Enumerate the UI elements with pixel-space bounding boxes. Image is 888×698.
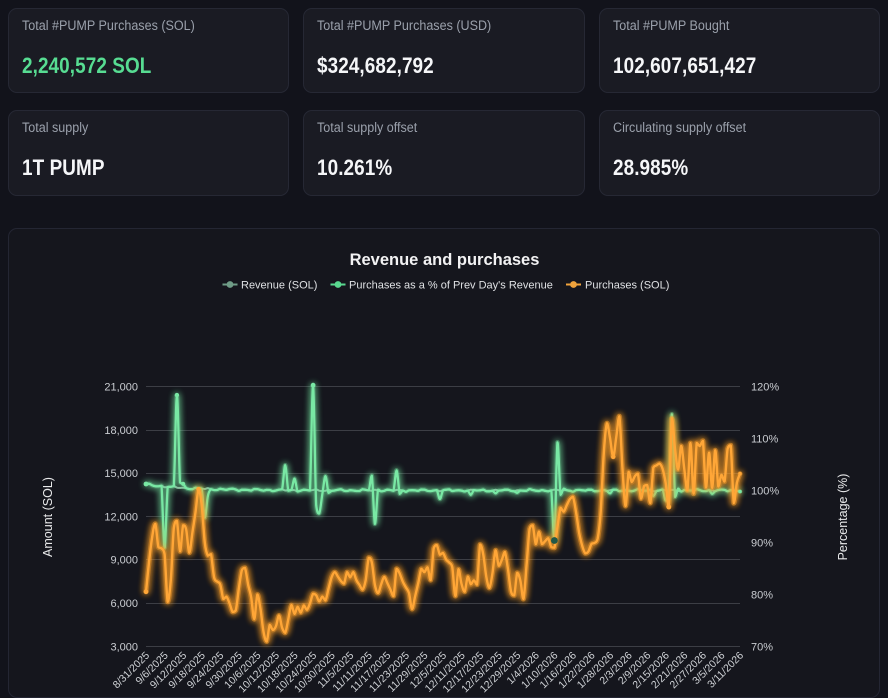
svg-text:Purchases as a % of Prev Day's: Purchases as a % of Prev Day's Revenue: [349, 280, 553, 292]
svg-text:15,000: 15,000: [104, 468, 138, 480]
svg-text:120%: 120%: [751, 382, 779, 394]
svg-text:110%: 110%: [751, 434, 779, 446]
svg-text:3,000: 3,000: [110, 641, 138, 653]
svg-text:18,000: 18,000: [104, 425, 138, 437]
svg-text:12,000: 12,000: [104, 512, 138, 524]
svg-text:Percentage (%): Percentage (%): [836, 474, 850, 561]
svg-text:80%: 80%: [751, 589, 773, 601]
svg-text:90%: 90%: [751, 537, 773, 549]
svg-text:21,000: 21,000: [104, 382, 138, 394]
svg-text:6,000: 6,000: [110, 598, 138, 610]
svg-text:Amount (SOL): Amount (SOL): [41, 477, 55, 557]
svg-text:Revenue and purchases: Revenue and purchases: [350, 251, 540, 269]
svg-text:Purchases (SOL): Purchases (SOL): [585, 280, 669, 292]
svg-text:Revenue (SOL): Revenue (SOL): [241, 280, 317, 292]
svg-text:9,000: 9,000: [110, 555, 138, 567]
svg-text:100%: 100%: [751, 486, 779, 498]
svg-text:70%: 70%: [751, 641, 773, 653]
